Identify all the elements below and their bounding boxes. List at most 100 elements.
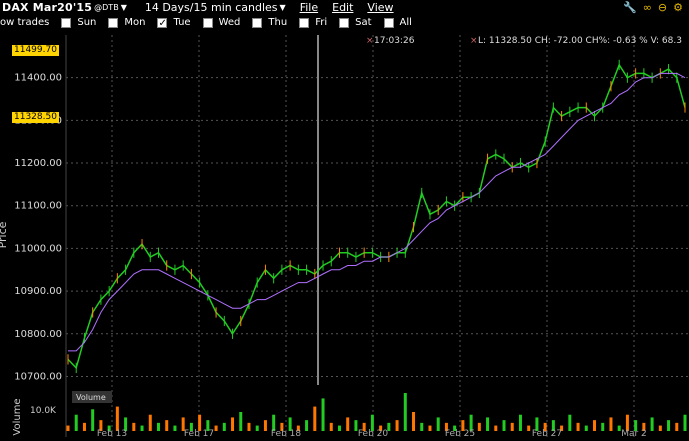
- volume-bar: [346, 417, 350, 431]
- x-tick-label: Feb 25: [445, 429, 475, 437]
- settings-icon[interactable]: ⚙: [673, 1, 683, 14]
- volume-bar: [140, 425, 144, 431]
- volume-bar: [91, 409, 95, 431]
- y-tick-label: 10800.00: [14, 329, 62, 340]
- trades-label: ow trades: [0, 17, 50, 28]
- volume-bar: [362, 422, 366, 431]
- toolbar-icons: 🔧 ∞ ⊖ ⚙: [623, 0, 689, 15]
- price-series: [67, 59, 686, 374]
- link-icon[interactable]: ∞: [642, 1, 652, 14]
- fri-checkbox[interactable]: [299, 17, 310, 28]
- volume-bar: [560, 425, 564, 431]
- volume-bar: [486, 417, 490, 431]
- all-checkbox[interactable]: [383, 17, 394, 28]
- menu-edit[interactable]: Edit: [332, 1, 354, 14]
- volume-bar: [469, 414, 473, 431]
- y-tick-label: 10700.00: [14, 371, 62, 382]
- volume-bar: [189, 422, 193, 431]
- volume-bar: [214, 425, 218, 431]
- x-axis: Feb 13 Feb 17 Feb 18 Feb 20 Feb 25 Feb 27 Mar …: [97, 429, 647, 439]
- volume-bar: [255, 425, 259, 431]
- tue-checkbox[interactable]: ✓: [157, 17, 168, 29]
- cursor-close-icon[interactable]: ×: [366, 36, 374, 46]
- range-dropdown-icon[interactable]: ▼: [279, 3, 286, 12]
- volume-bar: [321, 398, 325, 431]
- chart-grid: [66, 35, 689, 437]
- volume-bar: [535, 417, 539, 431]
- volume-bar: [683, 414, 687, 431]
- volume-bar: [593, 420, 597, 431]
- chain-icon[interactable]: ⊖: [657, 1, 668, 14]
- thu-checkbox[interactable]: [252, 17, 263, 28]
- volume-bar: [82, 422, 86, 431]
- volume-bar: [198, 414, 202, 431]
- tue-label: Tue: [173, 17, 191, 28]
- volume-bar: [148, 414, 152, 431]
- volume-bar: [412, 412, 416, 431]
- price-axis-label: Price: [0, 221, 9, 248]
- last-price-label: 11328.50: [12, 112, 59, 123]
- volume-bar: [650, 417, 654, 431]
- volume-bar: [502, 420, 506, 431]
- volume-bar: [601, 422, 605, 431]
- y-tick-label: 11000.00: [14, 243, 62, 254]
- volume-bar: [625, 414, 629, 431]
- volume-bar: [66, 425, 70, 431]
- sat-checkbox[interactable]: [339, 17, 350, 28]
- volume-bar: [609, 417, 613, 431]
- volume-bar: [403, 393, 407, 431]
- series-line-0: [67, 63, 686, 370]
- volume-bar: [379, 425, 383, 431]
- all-label: All: [399, 17, 412, 28]
- volume-bar: [387, 422, 391, 431]
- volume-bar: [337, 425, 341, 431]
- volume-bar: [247, 422, 251, 431]
- volume-bar: [231, 417, 235, 431]
- volume-bar: [551, 420, 555, 431]
- volume-bar: [576, 422, 580, 431]
- volume-bar: [165, 420, 169, 431]
- wed-checkbox[interactable]: [202, 17, 213, 28]
- volume-bar: [420, 422, 424, 431]
- wrench-icon[interactable]: 🔧: [623, 1, 637, 14]
- volume-bar: [156, 422, 160, 431]
- volume-axis-label: Volume: [12, 398, 23, 435]
- volume-bar: [675, 422, 679, 431]
- volume-bar: [436, 417, 440, 431]
- volume-tick: 10.0K: [30, 406, 57, 416]
- title-bar: DAX Mar20'15 @DTB ▼ 14 Days/15 min candl…: [0, 0, 689, 15]
- info-time: 17:03:26: [374, 36, 415, 46]
- volume-bar: [658, 425, 662, 431]
- volume-bar: [115, 406, 119, 431]
- chart-area[interactable]: 10700.00 10800.00 10900.00 11000.00 11100.00…: [0, 30, 689, 439]
- menu-view[interactable]: View: [367, 1, 394, 14]
- sat-label: Sat: [355, 17, 372, 28]
- fri-label: Fri: [315, 17, 328, 28]
- mon-checkbox[interactable]: [108, 17, 119, 28]
- sun-checkbox[interactable]: [61, 17, 72, 28]
- volume-bar: [329, 422, 333, 431]
- volume-bar: [568, 414, 572, 431]
- series-line-1: [68, 72, 686, 352]
- day-filter-bar: ow trades Sun Mon ✓ Tue Wed Thu Fri Sat A…: [0, 15, 689, 30]
- volume-bar: [444, 422, 448, 431]
- volume-bar: [642, 422, 646, 431]
- quote-close-icon[interactable]: ×: [470, 36, 478, 46]
- y-tick-label: 11100.00: [14, 201, 62, 212]
- volume-bars: [66, 393, 687, 431]
- x-tick-label: Feb 17: [184, 429, 214, 437]
- top-price-label: 11499.70: [12, 45, 59, 56]
- menu-file[interactable]: File: [299, 1, 319, 14]
- sun-label: Sun: [77, 17, 97, 28]
- range-dropdown[interactable]: 14 Days/15 min candles: [144, 1, 278, 14]
- volume-bar: [280, 422, 284, 431]
- volume-bar: [494, 425, 498, 431]
- info-quote: L: 11328.50 CH: -72.00 CH%: -0.63 % V: 6…: [478, 36, 682, 46]
- instrument-dropdown-icon[interactable]: ▼: [120, 3, 127, 12]
- volume-bar: [222, 422, 226, 431]
- volume-legend-box: [72, 391, 112, 403]
- volume-bar: [313, 406, 317, 431]
- volume-bar: [584, 425, 588, 431]
- x-tick-label: Feb 18: [271, 429, 302, 437]
- price-chart[interactable]: 10700.00 10800.00 10900.00 11000.00 11100.00…: [0, 30, 689, 439]
